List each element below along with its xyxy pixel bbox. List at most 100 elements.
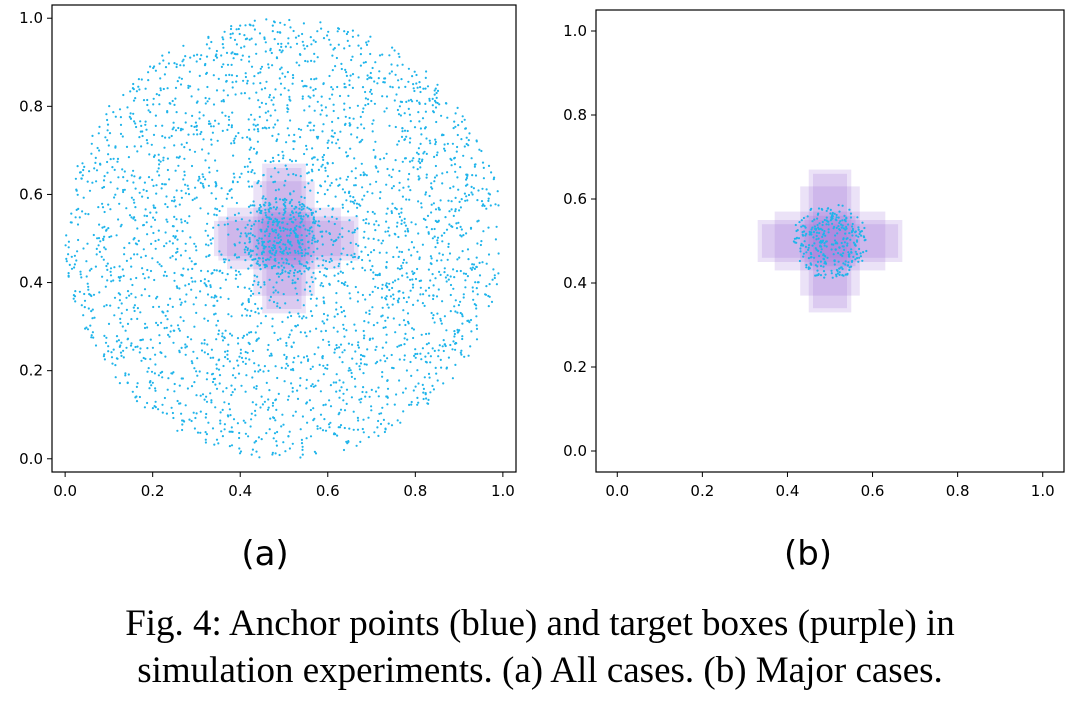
anchor-point	[270, 99, 273, 102]
anchor-point	[270, 247, 273, 250]
anchor-point	[372, 271, 375, 274]
anchor-point	[819, 260, 823, 263]
anchor-point	[840, 223, 843, 226]
anchor-point	[73, 263, 76, 266]
anchor-point	[253, 370, 257, 373]
anchor-point	[208, 120, 211, 123]
anchor-point	[392, 297, 395, 300]
anchor-point	[227, 402, 230, 405]
anchor-point	[161, 182, 164, 186]
anchor-point	[827, 228, 830, 231]
anchor-point	[203, 342, 206, 345]
anchor-point	[813, 242, 816, 245]
anchor-point	[388, 54, 391, 57]
anchor-point	[177, 126, 180, 130]
anchor-point	[312, 221, 315, 224]
anchor-point	[244, 362, 247, 365]
anchor-point	[357, 76, 360, 79]
anchor-point	[337, 43, 340, 46]
anchor-point	[310, 168, 313, 171]
anchor-point	[378, 54, 382, 57]
anchor-point	[145, 189, 148, 193]
anchor-point	[289, 46, 292, 49]
anchor-point	[149, 380, 152, 383]
anchor-point	[254, 414, 257, 417]
anchor-point	[333, 274, 336, 277]
anchor-point	[275, 201, 278, 204]
anchor-point	[154, 400, 157, 403]
anchor-point	[795, 237, 798, 240]
anchor-point	[310, 242, 314, 245]
anchor-point	[120, 341, 123, 344]
anchor-point	[135, 125, 138, 129]
anchor-point	[316, 240, 319, 243]
anchor-point	[311, 230, 314, 233]
anchor-point	[236, 422, 239, 425]
anchor-point	[398, 189, 401, 192]
anchor-point	[134, 206, 137, 209]
anchor-point	[236, 359, 239, 362]
anchor-point	[436, 239, 439, 242]
anchor-point	[150, 370, 154, 373]
anchor-point	[217, 359, 220, 362]
anchor-point	[819, 274, 823, 277]
anchor-point	[418, 157, 421, 161]
anchor-point	[313, 109, 316, 112]
anchor-point	[391, 168, 395, 171]
anchor-point	[447, 356, 450, 359]
anchor-point	[266, 216, 269, 219]
anchor-point	[278, 77, 281, 80]
y-tick-label: 0.6	[563, 190, 587, 208]
anchor-point	[359, 64, 362, 67]
anchor-point	[103, 210, 106, 214]
anchor-point	[176, 229, 179, 232]
anchor-point	[465, 142, 468, 146]
anchor-point	[454, 112, 457, 115]
anchor-point	[139, 120, 142, 123]
anchor-point	[823, 242, 826, 245]
anchor-point	[214, 159, 217, 162]
anchor-point	[233, 254, 236, 257]
anchor-point	[202, 175, 205, 178]
anchor-point	[429, 361, 432, 364]
anchor-point	[108, 235, 111, 239]
anchor-point	[203, 398, 206, 401]
anchor-point	[230, 142, 233, 145]
anchor-point	[110, 235, 113, 238]
anchor-point	[82, 168, 85, 172]
anchor-point	[176, 247, 179, 250]
anchor-point	[101, 226, 104, 229]
anchor-point	[432, 314, 435, 317]
anchor-point	[99, 240, 102, 243]
anchor-point	[459, 225, 462, 228]
anchor-point	[76, 223, 80, 226]
anchor-point	[140, 338, 143, 342]
anchor-point	[273, 38, 276, 41]
anchor-point	[126, 337, 130, 340]
anchor-point	[126, 106, 129, 109]
anchor-point	[246, 248, 249, 252]
anchor-point	[132, 88, 135, 91]
anchor-point	[317, 220, 320, 223]
anchor-point	[292, 29, 295, 33]
anchor-point	[184, 220, 187, 223]
anchor-point	[216, 139, 219, 142]
anchor-point	[138, 136, 141, 139]
anchor-point	[453, 332, 456, 336]
anchor-point	[244, 251, 247, 254]
anchor-point	[821, 220, 824, 224]
anchor-point	[247, 205, 251, 208]
anchor-point	[152, 305, 155, 309]
anchor-point	[439, 317, 442, 320]
anchor-point	[155, 93, 158, 96]
anchor-point	[419, 161, 422, 165]
anchor-point	[815, 238, 818, 241]
anchor-point	[164, 66, 168, 69]
anchor-point	[244, 72, 247, 75]
anchor-point	[328, 343, 331, 347]
anchor-point	[401, 127, 404, 130]
anchor-point	[129, 278, 132, 281]
anchor-point	[335, 373, 338, 376]
anchor-point	[404, 230, 407, 233]
anchor-point	[278, 306, 281, 309]
